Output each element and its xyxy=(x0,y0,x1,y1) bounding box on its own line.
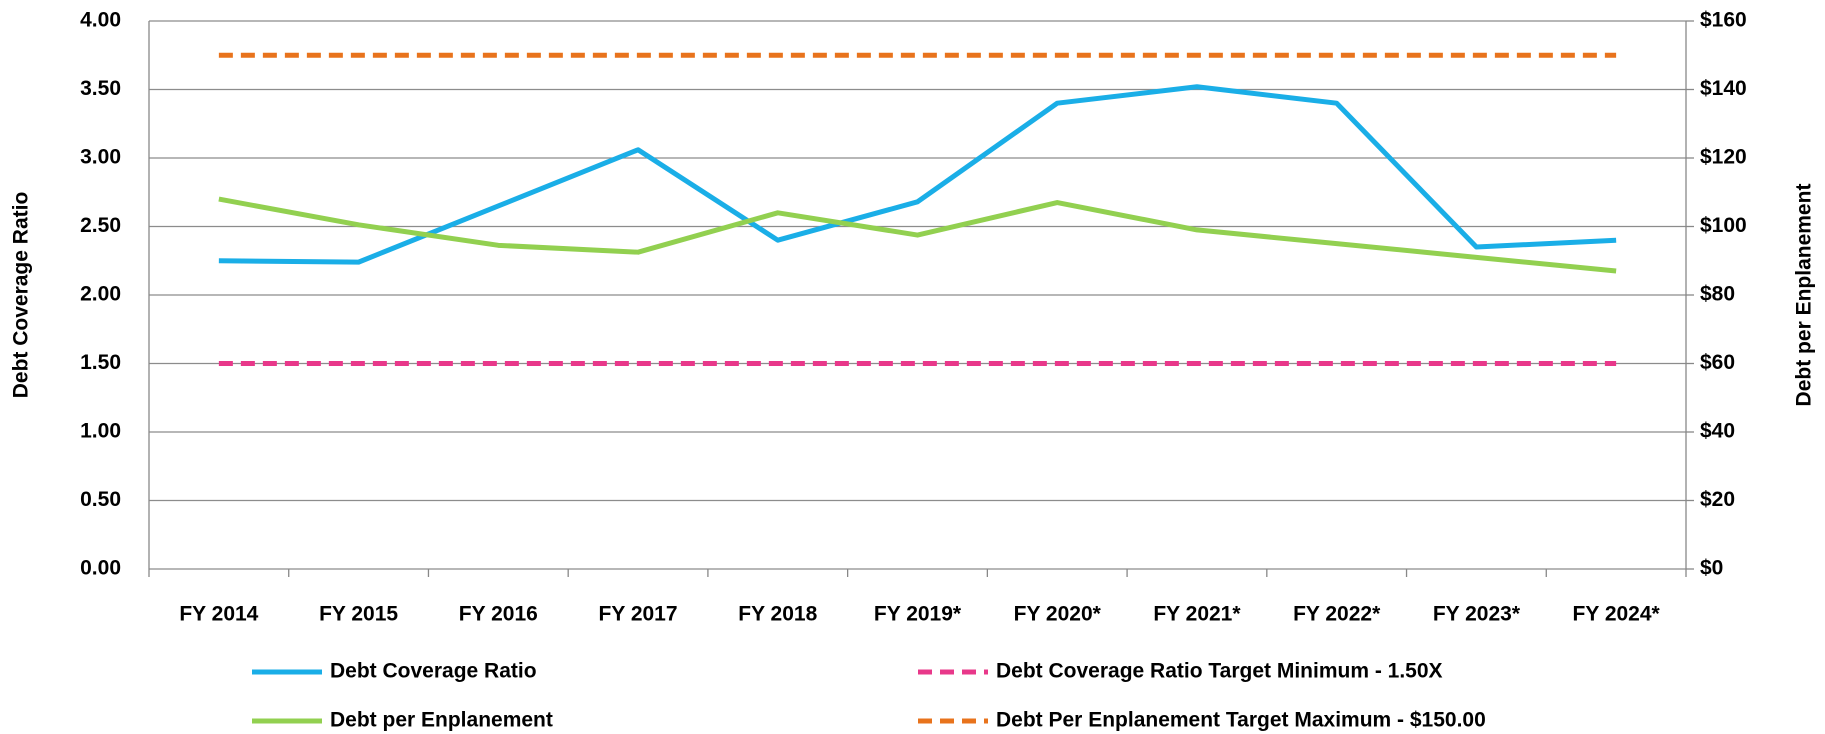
y-tick-label: 3.00 xyxy=(80,146,121,169)
x-tick-label: FY 2014 xyxy=(179,603,258,626)
x-tick-label: FY 2018 xyxy=(738,603,817,626)
legend-label: Debt Coverage Ratio Target Minimum - 1.5… xyxy=(996,660,1443,683)
x-tick-label: FY 2020* xyxy=(1014,603,1102,626)
y2-tick-label: $80 xyxy=(1700,283,1735,306)
legend-label: Debt Per Enplanement Target Maximum - $1… xyxy=(996,709,1486,732)
y-tick-label: 1.00 xyxy=(80,420,121,443)
y2-tick-label: $60 xyxy=(1700,351,1735,374)
x-tick-label: FY 2023* xyxy=(1433,603,1521,626)
x-tick-label: FY 2015 xyxy=(319,603,398,626)
x-tick-label: FY 2016 xyxy=(459,603,538,626)
legend-label: Debt per Enplanement xyxy=(330,709,553,732)
y2-tick-label: $0 xyxy=(1700,557,1723,580)
x-tick-label: FY 2019* xyxy=(874,603,962,626)
x-tick-label: FY 2022* xyxy=(1293,603,1381,626)
legend-label: Debt Coverage Ratio xyxy=(330,660,537,683)
y2-axis-label: Debt per Enplanement xyxy=(1793,184,1816,407)
y-tick-label: 3.50 xyxy=(80,77,121,100)
y-tick-label: 0.00 xyxy=(80,557,121,580)
y-tick-label: 2.50 xyxy=(80,214,121,237)
series-line xyxy=(218,84,1617,265)
y-tick-label: 1.50 xyxy=(80,351,121,374)
y-tick-label: 0.50 xyxy=(80,488,121,511)
y-axis-label: Debt Coverage Ratio xyxy=(10,192,33,399)
x-tick-label: FY 2017 xyxy=(599,603,678,626)
x-tick-label: FY 2021* xyxy=(1153,603,1241,626)
y-tick-label: 4.00 xyxy=(80,9,121,32)
y2-tick-label: $100 xyxy=(1700,214,1747,237)
y2-tick-label: $160 xyxy=(1700,9,1747,32)
x-tick-label: FY 2024* xyxy=(1573,603,1661,626)
y-tick-label: 2.00 xyxy=(80,283,121,306)
y2-tick-label: $40 xyxy=(1700,420,1735,443)
y2-tick-label: $120 xyxy=(1700,146,1747,169)
y2-tick-label: $140 xyxy=(1700,77,1747,100)
y2-tick-label: $20 xyxy=(1700,488,1735,511)
series-line xyxy=(218,196,1617,274)
